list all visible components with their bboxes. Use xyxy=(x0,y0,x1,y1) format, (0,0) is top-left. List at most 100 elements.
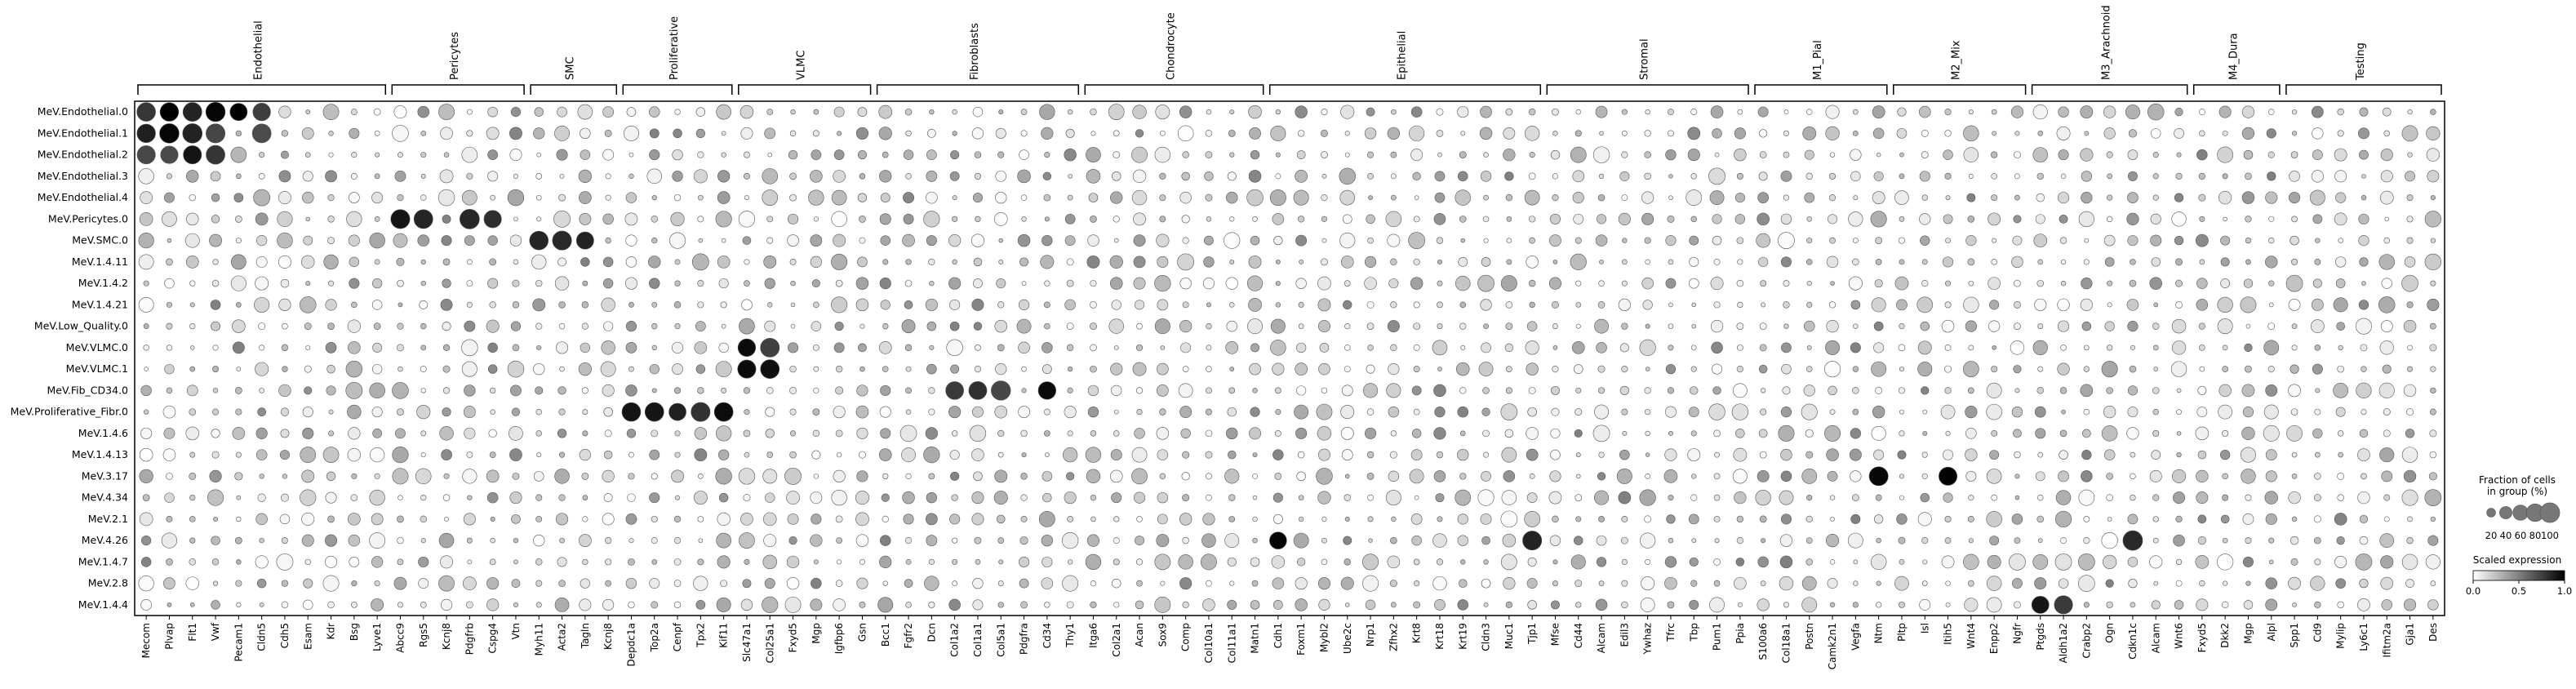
dot xyxy=(1986,511,2002,527)
dot xyxy=(766,109,774,116)
dot xyxy=(1063,447,1078,463)
group-label: M4_Dura xyxy=(2227,33,2240,80)
dot xyxy=(2240,447,2256,463)
dot xyxy=(420,366,427,373)
dot xyxy=(579,212,592,225)
dot xyxy=(159,102,180,122)
dot xyxy=(2429,344,2437,352)
dot xyxy=(1317,298,1331,312)
dot xyxy=(513,602,519,607)
dot xyxy=(1483,238,1489,243)
dot xyxy=(416,405,431,420)
dot xyxy=(1899,430,1905,437)
dot xyxy=(1275,281,1281,287)
dot xyxy=(1182,451,1190,459)
dot xyxy=(2430,280,2436,287)
dot xyxy=(905,387,912,394)
dot xyxy=(1316,468,1333,485)
dot xyxy=(2014,194,2020,201)
dot xyxy=(138,233,154,249)
dot xyxy=(902,233,915,247)
dot xyxy=(2152,322,2160,330)
dot xyxy=(1341,449,1353,460)
dot xyxy=(1986,469,2002,484)
dot xyxy=(649,578,660,589)
dot xyxy=(439,169,454,184)
dot xyxy=(1690,580,1698,587)
dot xyxy=(2245,237,2252,244)
dot xyxy=(997,537,1005,544)
dot xyxy=(697,216,704,223)
dot xyxy=(2130,473,2136,480)
dot xyxy=(2407,344,2413,351)
dot xyxy=(2217,296,2233,313)
dot xyxy=(2196,278,2208,289)
dot xyxy=(721,131,726,136)
dot xyxy=(413,209,433,229)
dot xyxy=(813,387,819,393)
dot xyxy=(1296,385,1307,396)
dot xyxy=(1691,473,1697,479)
dot xyxy=(1132,104,1147,119)
dot xyxy=(762,168,779,184)
dot xyxy=(304,322,312,331)
dot xyxy=(1592,425,1610,442)
dot xyxy=(2149,555,2163,569)
dot xyxy=(1642,300,1653,310)
dot xyxy=(744,558,750,565)
dot xyxy=(1202,598,1215,611)
gene-label: Kdr xyxy=(326,623,337,639)
dot xyxy=(488,429,497,438)
dot xyxy=(628,301,634,308)
dot xyxy=(186,170,199,183)
dot xyxy=(535,515,543,522)
dot xyxy=(1459,387,1467,394)
dot xyxy=(2263,340,2280,356)
dot xyxy=(1500,510,1518,528)
dot xyxy=(1344,494,1351,501)
dot xyxy=(349,256,360,268)
dot xyxy=(1804,192,1815,203)
dot xyxy=(1644,515,1652,523)
dot xyxy=(1410,106,1423,118)
dot xyxy=(462,576,477,591)
dot xyxy=(2106,494,2113,501)
dot xyxy=(2355,318,2372,335)
dot xyxy=(351,580,358,587)
dot xyxy=(1157,299,1169,311)
dot xyxy=(1968,173,1974,179)
dot xyxy=(369,489,385,506)
gene-label: Col5a1 xyxy=(995,623,1006,657)
dot xyxy=(231,254,246,270)
dot xyxy=(2060,280,2067,287)
group-bracket xyxy=(2285,84,2442,95)
dot xyxy=(1641,576,1655,591)
dot xyxy=(513,216,518,222)
dot xyxy=(1829,172,1837,180)
dot xyxy=(1366,408,1375,416)
gene-label: Acta2 xyxy=(557,623,568,651)
dot xyxy=(1044,216,1050,222)
dot xyxy=(1713,494,1721,501)
dot xyxy=(558,494,566,501)
dot xyxy=(1992,131,1997,136)
dot xyxy=(1666,514,1676,524)
dot xyxy=(625,577,637,589)
dot xyxy=(1597,365,1606,373)
dot xyxy=(1068,174,1073,179)
dot xyxy=(765,492,775,503)
dot xyxy=(691,253,709,271)
dot xyxy=(926,149,937,160)
dot xyxy=(2197,385,2207,395)
dot xyxy=(442,365,451,373)
dot xyxy=(328,152,334,158)
dot xyxy=(255,212,269,226)
dot xyxy=(1894,276,1909,291)
dot xyxy=(1802,126,1817,140)
dot xyxy=(1409,469,1424,484)
dot xyxy=(2240,296,2257,313)
dot xyxy=(2290,558,2298,566)
dot xyxy=(236,602,242,607)
dot xyxy=(210,300,221,310)
dot xyxy=(1366,214,1375,224)
